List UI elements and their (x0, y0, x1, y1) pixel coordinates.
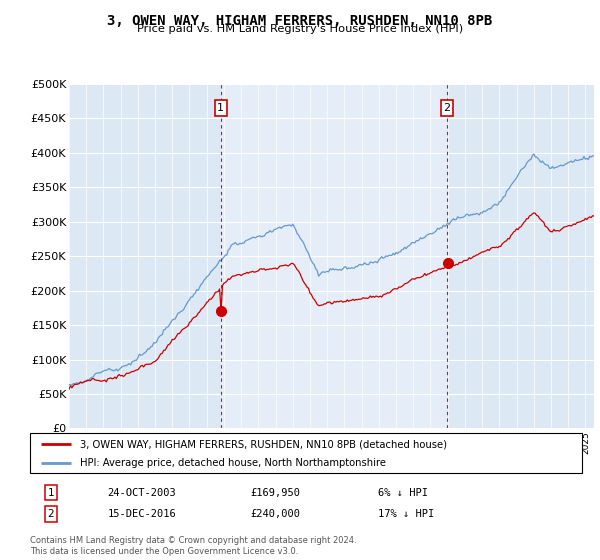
Text: 24-OCT-2003: 24-OCT-2003 (107, 488, 176, 497)
Text: Contains HM Land Registry data © Crown copyright and database right 2024.
This d: Contains HM Land Registry data © Crown c… (30, 536, 356, 556)
Text: £169,950: £169,950 (251, 488, 301, 497)
Text: 2: 2 (443, 103, 451, 113)
Text: £240,000: £240,000 (251, 509, 301, 519)
Text: 1: 1 (47, 488, 54, 497)
Text: 6% ↓ HPI: 6% ↓ HPI (378, 488, 428, 497)
Text: 15-DEC-2016: 15-DEC-2016 (107, 509, 176, 519)
Text: 3, OWEN WAY, HIGHAM FERRERS, RUSHDEN, NN10 8PB: 3, OWEN WAY, HIGHAM FERRERS, RUSHDEN, NN… (107, 14, 493, 28)
Text: HPI: Average price, detached house, North Northamptonshire: HPI: Average price, detached house, Nort… (80, 458, 386, 468)
Text: 17% ↓ HPI: 17% ↓ HPI (378, 509, 434, 519)
FancyBboxPatch shape (30, 433, 582, 473)
Text: 2: 2 (47, 509, 54, 519)
Bar (221, 84, 447, 428)
Text: 1: 1 (217, 103, 224, 113)
Text: Price paid vs. HM Land Registry's House Price Index (HPI): Price paid vs. HM Land Registry's House … (137, 24, 463, 34)
Text: 3, OWEN WAY, HIGHAM FERRERS, RUSHDEN, NN10 8PB (detached house): 3, OWEN WAY, HIGHAM FERRERS, RUSHDEN, NN… (80, 439, 446, 449)
